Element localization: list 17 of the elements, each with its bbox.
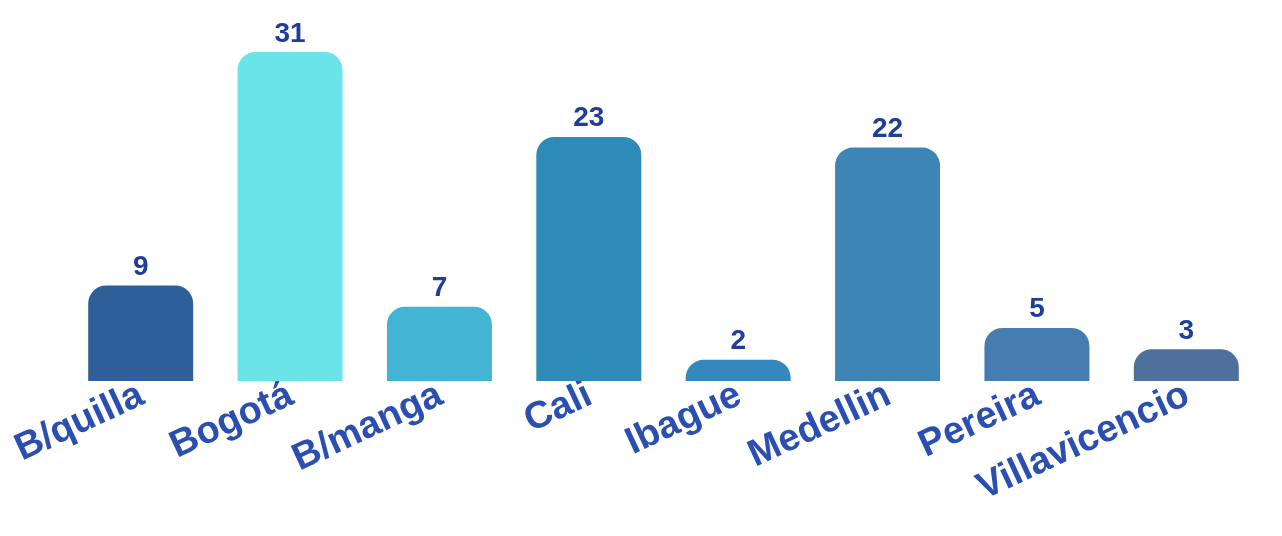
data-label: 7: [431, 271, 448, 303]
bar: [1133, 349, 1239, 381]
bar: [984, 327, 1090, 381]
x-tick-label: Cali: [516, 371, 598, 440]
data-label: 22: [871, 112, 904, 144]
data-label: 23: [573, 101, 605, 133]
data-label: 9: [132, 249, 149, 281]
data-label: 31: [274, 16, 306, 48]
bar: [237, 52, 343, 381]
data-label: 2: [730, 324, 746, 356]
bar: [536, 136, 642, 381]
bar: [386, 306, 492, 381]
bar: [685, 359, 791, 381]
bar: [835, 147, 941, 381]
data-label: 5: [1029, 292, 1045, 324]
bar: [88, 285, 194, 381]
data-label: 3: [1178, 313, 1195, 345]
